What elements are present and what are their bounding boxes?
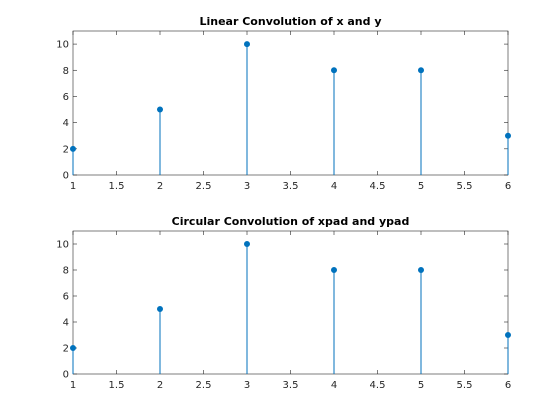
stem-marker (504, 132, 511, 139)
x-tick-label: 1 (70, 181, 76, 192)
x-tick-label: 4 (331, 181, 337, 192)
x-tick-label: 5.5 (457, 181, 473, 192)
x-tick-label: 5 (418, 181, 424, 192)
y-tick-label: 6 (63, 292, 69, 303)
stem-marker (417, 266, 424, 273)
axes-box (72, 30, 509, 176)
y-tick-label: 4 (63, 318, 69, 329)
y-tick-label: 0 (63, 171, 69, 182)
stem-marker (70, 344, 77, 351)
x-tick-label: 4.5 (370, 380, 386, 391)
y-tick-label: 6 (63, 92, 69, 103)
stem-marker (417, 67, 424, 74)
y-tick-label: 8 (63, 266, 69, 277)
x-tick-label: 4 (331, 380, 337, 391)
x-tick-label: 2.5 (196, 181, 212, 192)
axes-box (72, 230, 509, 375)
plot-linear-convolution: Linear Convolution of x and y 1 1.5 2 2.5 3 3.… (56, 15, 511, 192)
y-tick-label: 10 (56, 40, 69, 51)
y-tick-label: 0 (63, 370, 69, 381)
y-tick-label: 2 (63, 344, 69, 355)
x-tick-label: 4.5 (370, 181, 386, 192)
stem-marker (156, 106, 163, 113)
stem-marker (330, 266, 337, 273)
stem-marker (156, 305, 163, 312)
x-tick-label: 1.5 (109, 181, 125, 192)
x-tick-label: 3 (244, 181, 250, 192)
x-tick-label: 5.5 (457, 380, 473, 391)
x-tick-label: 6 (505, 181, 511, 192)
y-tick-label: 2 (63, 144, 69, 155)
plot-circular-convolution: Circular Convolution of xpad and ypad 1 1.… (56, 215, 511, 391)
x-tick-label: 2 (157, 380, 163, 391)
chart-title: Circular Convolution of xpad and ypad (172, 215, 410, 228)
stem-marker (330, 67, 337, 74)
stem-marker (243, 240, 250, 247)
stem-marker (70, 145, 77, 152)
y-tick-label: 8 (63, 66, 69, 77)
x-tick-label: 3.5 (283, 380, 299, 391)
x-tick-label: 1 (70, 380, 76, 391)
x-tick-label: 2 (157, 181, 163, 192)
x-tick-label: 2.5 (196, 380, 212, 391)
x-tick-label: 6 (505, 380, 511, 391)
x-tick-label: 3 (244, 380, 250, 391)
x-tick-label: 1.5 (109, 380, 125, 391)
y-tick-label: 4 (63, 118, 69, 129)
x-tick-label: 5 (418, 380, 424, 391)
stem-marker (504, 331, 511, 338)
stem-marker (243, 41, 250, 48)
x-tick-label: 3.5 (283, 181, 299, 192)
chart-title: Linear Convolution of x and y (199, 15, 381, 28)
y-tick-label: 10 (56, 240, 69, 251)
